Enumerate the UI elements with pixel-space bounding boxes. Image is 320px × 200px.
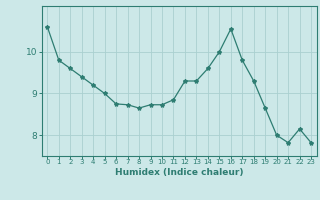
X-axis label: Humidex (Indice chaleur): Humidex (Indice chaleur) xyxy=(115,168,244,177)
